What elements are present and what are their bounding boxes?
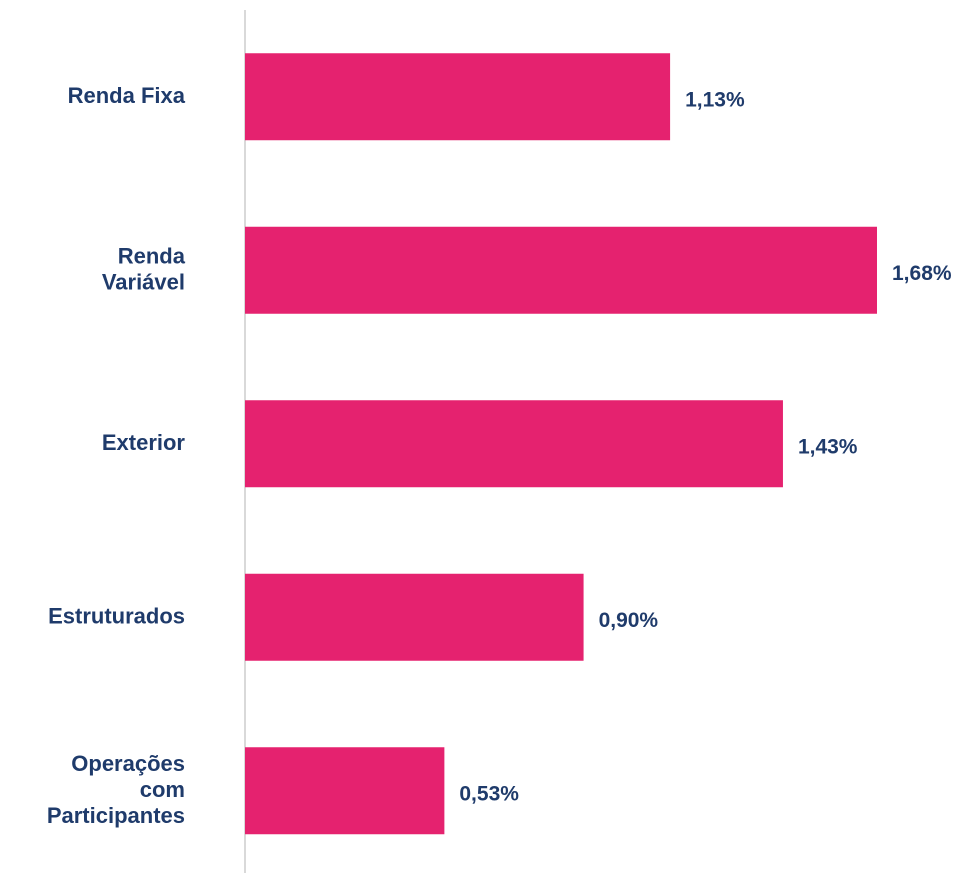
category-label: Exterior — [102, 430, 186, 455]
category-label: Renda Fixa — [68, 83, 186, 108]
bar — [245, 573, 584, 661]
value-label: 1,43% — [798, 435, 858, 458]
value-label: 0,53% — [459, 782, 519, 805]
value-label: 1,68% — [892, 262, 952, 285]
bar — [245, 747, 445, 835]
value-label: 1,13% — [685, 88, 745, 111]
category-label: Estruturados — [48, 603, 185, 628]
bar — [245, 400, 783, 488]
value-label: 0,90% — [599, 609, 659, 632]
category-label: Renda Variável — [102, 243, 186, 294]
category-label: Operações com Participantes — [47, 751, 185, 828]
bar — [245, 226, 877, 314]
bar — [245, 53, 671, 141]
